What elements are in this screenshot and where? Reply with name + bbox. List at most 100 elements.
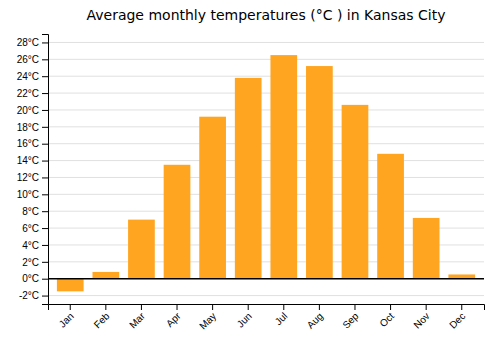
x-tick-label: May bbox=[197, 310, 218, 331]
y-tick-mark bbox=[42, 42, 48, 43]
y-tick-label: 18°C bbox=[17, 122, 39, 133]
x-axis: Jan Feb Mar Apr May Jun Jul Aug Sep Oct Nov Dec bbox=[49, 304, 485, 332]
bar bbox=[377, 154, 404, 279]
x-tick-label: Feb bbox=[92, 310, 112, 330]
y-tick: 10°C bbox=[17, 189, 48, 200]
x-tick: Nov bbox=[411, 304, 431, 331]
y-tick: 4°C bbox=[22, 240, 48, 251]
x-tick-mark bbox=[212, 304, 213, 310]
bar bbox=[92, 272, 119, 279]
x-tick-mark bbox=[426, 304, 427, 310]
y-tick-label: 12°C bbox=[17, 172, 39, 183]
x-tick: Jun bbox=[235, 304, 254, 330]
y-tick-label: 6°C bbox=[22, 223, 39, 234]
grid-line bbox=[48, 126, 484, 127]
y-tick-mark bbox=[42, 296, 48, 297]
x-tick: Aug bbox=[305, 304, 325, 331]
y-tick-label: 16°C bbox=[17, 138, 39, 149]
y-tick-mark bbox=[42, 161, 48, 162]
y-tick-label: 10°C bbox=[17, 189, 39, 200]
chart-svg: -2°C 0°C 2°C 4°C 6°C 8°C 10°C 12°C 14°C 16°C 18°C 2… bbox=[0, 0, 500, 350]
x-tick: Feb bbox=[92, 304, 112, 330]
x-tick-label: Dec bbox=[447, 310, 467, 330]
y-tick-label: 24°C bbox=[17, 71, 39, 82]
x-tick: Jul bbox=[273, 304, 290, 327]
y-tick: 0°C bbox=[22, 273, 48, 284]
x-tick-mark bbox=[105, 304, 106, 310]
zero-line bbox=[48, 278, 484, 280]
y-tick: 14°C bbox=[17, 155, 48, 166]
y-tick-mark bbox=[42, 127, 48, 128]
chart-container: -2°C 0°C 2°C 4°C 6°C 8°C 10°C 12°C 14°C 16°C 18°C 2… bbox=[0, 0, 500, 350]
y-tick: 20°C bbox=[17, 105, 48, 116]
y-tick: 28°C bbox=[17, 37, 48, 48]
x-axis-line bbox=[49, 305, 485, 311]
x-tick-label: Apr bbox=[164, 310, 183, 329]
x-tick-mark bbox=[70, 304, 71, 310]
y-tick-label: 20°C bbox=[17, 105, 39, 116]
bars bbox=[57, 55, 475, 291]
y-tick-label: 8°C bbox=[22, 206, 39, 217]
y-tick: 12°C bbox=[17, 172, 48, 183]
grid-line bbox=[48, 42, 484, 43]
y-tick: 8°C bbox=[22, 206, 48, 217]
x-tick-label: Jul bbox=[273, 310, 290, 327]
x-tick-mark bbox=[283, 304, 284, 310]
bar bbox=[306, 66, 333, 279]
grid-line bbox=[48, 143, 484, 144]
grid bbox=[48, 42, 484, 295]
y-tick-mark bbox=[42, 76, 48, 77]
bar bbox=[164, 165, 191, 279]
y-axis-line bbox=[42, 35, 49, 305]
y-tick-mark bbox=[42, 279, 48, 280]
x-tick: Mar bbox=[127, 304, 147, 330]
bar bbox=[57, 279, 84, 292]
x-tick-mark bbox=[319, 304, 320, 310]
x-tick: Jan bbox=[57, 304, 76, 330]
y-tick-label: 2°C bbox=[22, 257, 39, 268]
y-tick-label: 0°C bbox=[22, 273, 39, 284]
y-tick: -2°C bbox=[19, 290, 48, 301]
y-tick-mark bbox=[42, 93, 48, 94]
bar bbox=[128, 220, 155, 279]
grid-line bbox=[48, 93, 484, 94]
grid-line bbox=[48, 59, 484, 60]
x-tick: May bbox=[197, 304, 218, 332]
bar bbox=[199, 117, 226, 279]
y-tick-mark bbox=[42, 245, 48, 246]
x-tick: Apr bbox=[164, 304, 183, 329]
y-tick-mark bbox=[42, 228, 48, 229]
x-tick: Oct bbox=[377, 304, 396, 329]
x-tick-label: Aug bbox=[305, 310, 325, 330]
grid-line bbox=[48, 295, 484, 296]
x-tick-mark bbox=[248, 304, 249, 310]
bar bbox=[413, 218, 440, 279]
x-tick-label: Sep bbox=[340, 310, 361, 331]
title: Average monthly temperatures (°C ) in Ka… bbox=[86, 7, 445, 23]
x-tick-mark bbox=[390, 304, 391, 310]
y-tick: 24°C bbox=[17, 71, 48, 82]
x-tick: Dec bbox=[447, 304, 467, 331]
y-tick-mark bbox=[42, 110, 48, 111]
y-tick-label: 22°C bbox=[17, 88, 39, 99]
y-tick: 16°C bbox=[17, 138, 48, 149]
y-tick-label: 26°C bbox=[17, 54, 39, 65]
y-tick-mark bbox=[42, 211, 48, 212]
grid-line bbox=[48, 211, 484, 212]
x-tick: Sep bbox=[340, 304, 361, 331]
y-tick-label: -2°C bbox=[19, 290, 39, 301]
y-axis: -2°C 0°C 2°C 4°C 6°C 8°C 10°C 12°C 14°C 16°C 18°C 2… bbox=[17, 35, 49, 305]
y-tick: 18°C bbox=[17, 122, 48, 133]
grid-line bbox=[48, 76, 484, 77]
y-tick: 22°C bbox=[17, 88, 48, 99]
x-tick-label: Jun bbox=[235, 310, 254, 329]
y-tick-mark bbox=[42, 177, 48, 178]
y-tick: 26°C bbox=[17, 54, 48, 65]
y-tick: 6°C bbox=[22, 223, 48, 234]
grid-line bbox=[48, 177, 484, 178]
x-tick-label: Nov bbox=[411, 310, 431, 330]
bar bbox=[235, 78, 262, 279]
y-tick-mark bbox=[42, 194, 48, 195]
y-tick-label: 4°C bbox=[22, 240, 39, 251]
grid-line bbox=[48, 194, 484, 195]
